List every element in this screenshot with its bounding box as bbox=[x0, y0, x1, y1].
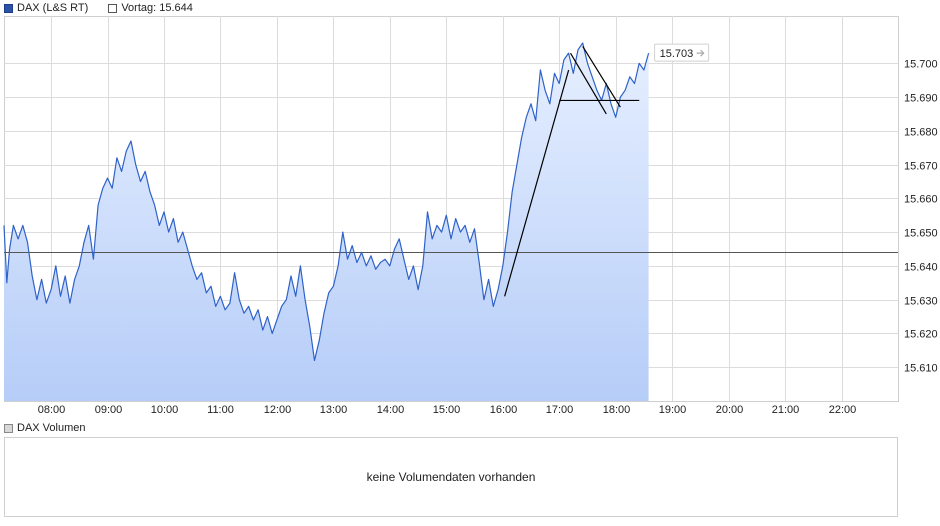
y-tick-label: 15.700 bbox=[904, 59, 938, 71]
chart-legend: DAX (L&S RT) Vortag: 15.644 bbox=[4, 1, 213, 15]
volume-panel: keine Volumendaten vorhanden bbox=[4, 437, 898, 517]
legend-series-label: DAX (L&S RT) bbox=[17, 2, 89, 14]
volume-empty-message: keine Volumendaten vorhanden bbox=[366, 470, 536, 484]
legend-item-prev-close: Vortag: 15.644 bbox=[108, 2, 193, 14]
y-tick-label: 15.610 bbox=[904, 363, 938, 375]
price-chart: 15.610 15.620 15.630 15.640 15.650 15.660 15.6… bbox=[3, 16, 938, 416]
x-tick-label: 13:00 bbox=[320, 404, 348, 416]
series-area bbox=[4, 43, 649, 401]
series-swatch-icon bbox=[4, 3, 13, 13]
series-line bbox=[3, 42, 650, 362]
y-tick-label: 15.660 bbox=[904, 194, 938, 206]
x-tick-label: 12:00 bbox=[264, 404, 292, 416]
x-tick-label: 11:00 bbox=[207, 404, 234, 416]
x-tick-label: 20:00 bbox=[716, 404, 744, 416]
x-tick-label: 15:00 bbox=[433, 404, 461, 416]
last-value-box bbox=[654, 43, 710, 62]
y-tick-label: 15.640 bbox=[904, 262, 938, 274]
x-tick-label: 09:00 bbox=[95, 404, 123, 416]
x-tick-label: 10:00 bbox=[151, 404, 179, 416]
x-tick-label: 21:00 bbox=[772, 404, 800, 416]
volume-legend: DAX Volumen bbox=[4, 421, 85, 435]
drawing-trendline bbox=[582, 46, 621, 108]
prev-close-swatch-icon bbox=[108, 3, 118, 13]
x-tick-label: 17:00 bbox=[546, 404, 574, 416]
arrow-right-icon bbox=[696, 49, 705, 57]
drawing-trendline bbox=[504, 69, 570, 297]
y-tick-label: 15.690 bbox=[904, 93, 938, 105]
y-tick-label: 15.670 bbox=[904, 161, 938, 173]
volume-swatch-icon bbox=[4, 423, 13, 433]
legend-item-series: DAX (L&S RT) bbox=[4, 2, 88, 14]
x-tick-label: 16:00 bbox=[490, 404, 518, 416]
x-tick-label: 14:00 bbox=[377, 404, 405, 416]
volume-legend-label: DAX Volumen bbox=[17, 422, 86, 434]
y-tick-label: 15.650 bbox=[904, 228, 938, 240]
x-tick-label: 22:00 bbox=[829, 404, 857, 416]
drawing-trendline bbox=[569, 52, 607, 115]
legend-prev-close-label: Vortag: 15.644 bbox=[121, 2, 193, 14]
last-value-label: 15.703 bbox=[660, 48, 694, 60]
y-tick-label: 15.620 bbox=[904, 329, 938, 341]
y-tick-label: 15.680 bbox=[904, 127, 938, 139]
x-tick-label: 08:00 bbox=[38, 404, 66, 416]
y-tick-label: 15.630 bbox=[904, 296, 938, 308]
x-tick-label: 19:00 bbox=[659, 404, 687, 416]
x-tick-label: 18:00 bbox=[603, 404, 631, 416]
